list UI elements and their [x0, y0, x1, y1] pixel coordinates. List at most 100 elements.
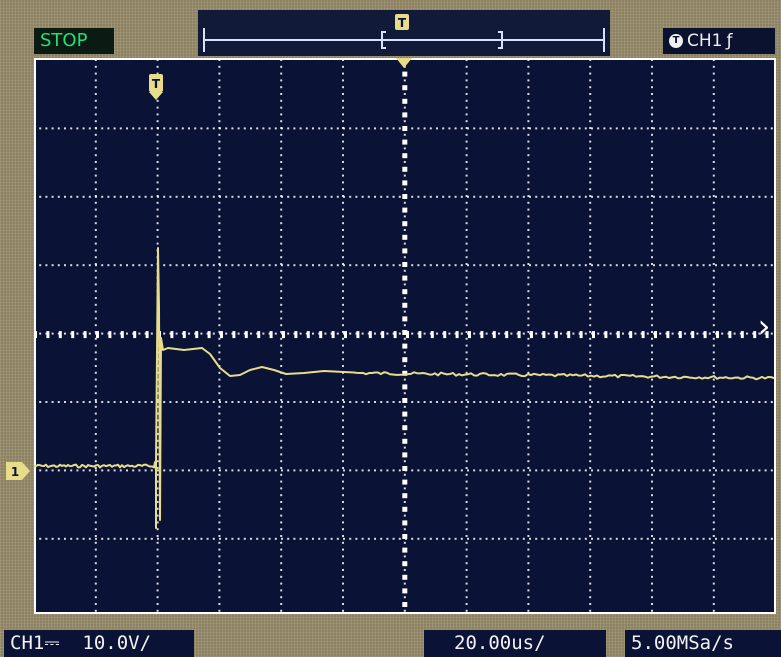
- grid-dot: [527, 507, 530, 510]
- grid-dot: [527, 195, 530, 197]
- grid-dot: [591, 469, 593, 472]
- grid-dot: [101, 332, 104, 335]
- center-axis-tick: [402, 343, 408, 349]
- grid-dot: [465, 188, 468, 191]
- grid-dot: [659, 537, 662, 540]
- grid-dot: [342, 256, 344, 259]
- grid-dot: [280, 446, 283, 449]
- grid-dot: [318, 537, 321, 540]
- grid-dot: [465, 215, 468, 218]
- grid-dot: [64, 537, 66, 540]
- grid-dot: [690, 127, 693, 130]
- grid-dot: [684, 537, 686, 540]
- grid-dot: [589, 535, 592, 537]
- grid-dot: [527, 297, 530, 299]
- grid-dot: [721, 401, 724, 403]
- center-axis-tick: [402, 602, 408, 607]
- grid-dot: [527, 460, 530, 463]
- grid-dot: [603, 537, 606, 540]
- grid-dot: [218, 65, 221, 68]
- grid-dot: [572, 469, 575, 472]
- sample-rate-value: 5.00MSa/s: [631, 632, 734, 654]
- center-axis-tick: [505, 331, 509, 339]
- grid-dot: [460, 264, 463, 267]
- grid-dot: [218, 86, 221, 89]
- grid-dot: [398, 401, 401, 403]
- center-axis-tick: [381, 331, 385, 339]
- grid-dot: [651, 501, 653, 503]
- grid-dot: [448, 332, 451, 335]
- ch1-ground-marker[interactable]: 1: [6, 462, 30, 480]
- grid-dot: [589, 514, 592, 517]
- grid-dot: [169, 469, 172, 472]
- grid-dot: [651, 181, 653, 184]
- grid-dot: [504, 401, 507, 403]
- grid-dot: [733, 401, 736, 403]
- grid-dot: [403, 528, 406, 531]
- grid-dot: [218, 507, 221, 510]
- ch1-vertical-scale[interactable]: CH1⎓ 10.0V/: [4, 630, 194, 657]
- grid-dot: [280, 72, 283, 75]
- grid-dot: [342, 86, 344, 89]
- grid-dot: [566, 401, 569, 403]
- grid-dot: [330, 469, 333, 472]
- center-axis-tick: [402, 574, 408, 580]
- grid-dot: [156, 528, 159, 531]
- grid-dot: [527, 426, 530, 429]
- grid-dot: [589, 188, 592, 191]
- grid-dot: [460, 469, 463, 472]
- grid-dot: [342, 589, 344, 592]
- chevron-right-icon[interactable]: ›: [757, 307, 771, 345]
- grid-dot: [504, 127, 507, 130]
- grid-dot: [535, 469, 538, 472]
- grid-dot: [280, 147, 283, 150]
- grid-dot: [95, 401, 97, 403]
- timebase-scale[interactable]: 20.00us/: [424, 630, 606, 657]
- grid-dot: [411, 401, 414, 403]
- grid-dot: [465, 507, 468, 510]
- grid-dot: [696, 332, 699, 335]
- grid-dot: [770, 469, 773, 472]
- waveform-display[interactable]: T: [34, 58, 776, 614]
- grid-dot: [541, 537, 544, 540]
- grid-dot: [212, 537, 215, 540]
- grid-dot: [45, 127, 48, 130]
- grid-dot: [343, 264, 345, 267]
- center-axis-tick: [402, 221, 408, 227]
- grid-dot: [95, 264, 97, 267]
- grid-dot: [218, 378, 221, 381]
- grid-dot: [752, 195, 755, 198]
- grid-dot: [280, 412, 283, 415]
- run-status-indicator: STOP: [34, 28, 114, 54]
- grid-dot: [324, 127, 327, 130]
- memory-depth-indicator[interactable]: T: [198, 10, 610, 56]
- grid-dot: [280, 439, 283, 442]
- grid-dot: [280, 331, 283, 333]
- grid-dot: [280, 154, 283, 157]
- grid-dot: [324, 537, 327, 540]
- grid-dot: [651, 514, 653, 517]
- grid-dot: [712, 127, 715, 129]
- grid-dot: [615, 127, 618, 130]
- grid-dot: [132, 195, 135, 198]
- grid-dot: [218, 79, 221, 82]
- grid-dot: [712, 283, 715, 286]
- grid-dot: [156, 174, 159, 177]
- grid-dot: [181, 469, 184, 472]
- trigger-info[interactable]: T CH1 ƒ: [663, 28, 775, 54]
- grid-dot: [609, 469, 612, 472]
- grid-dot: [651, 133, 653, 136]
- grid-dot: [342, 337, 344, 340]
- grid-dot: [268, 401, 271, 403]
- grid-dot: [578, 469, 581, 472]
- grid-dot: [45, 537, 48, 540]
- grid-dot: [527, 494, 530, 497]
- grid-dot: [690, 264, 693, 267]
- grid-dot: [342, 569, 344, 571]
- grid-dot: [671, 469, 674, 472]
- grid-dot: [156, 446, 159, 449]
- grid-dot: [651, 222, 653, 225]
- grid-dot: [336, 469, 339, 472]
- grid-dot: [287, 127, 290, 130]
- grid-dot: [527, 99, 530, 102]
